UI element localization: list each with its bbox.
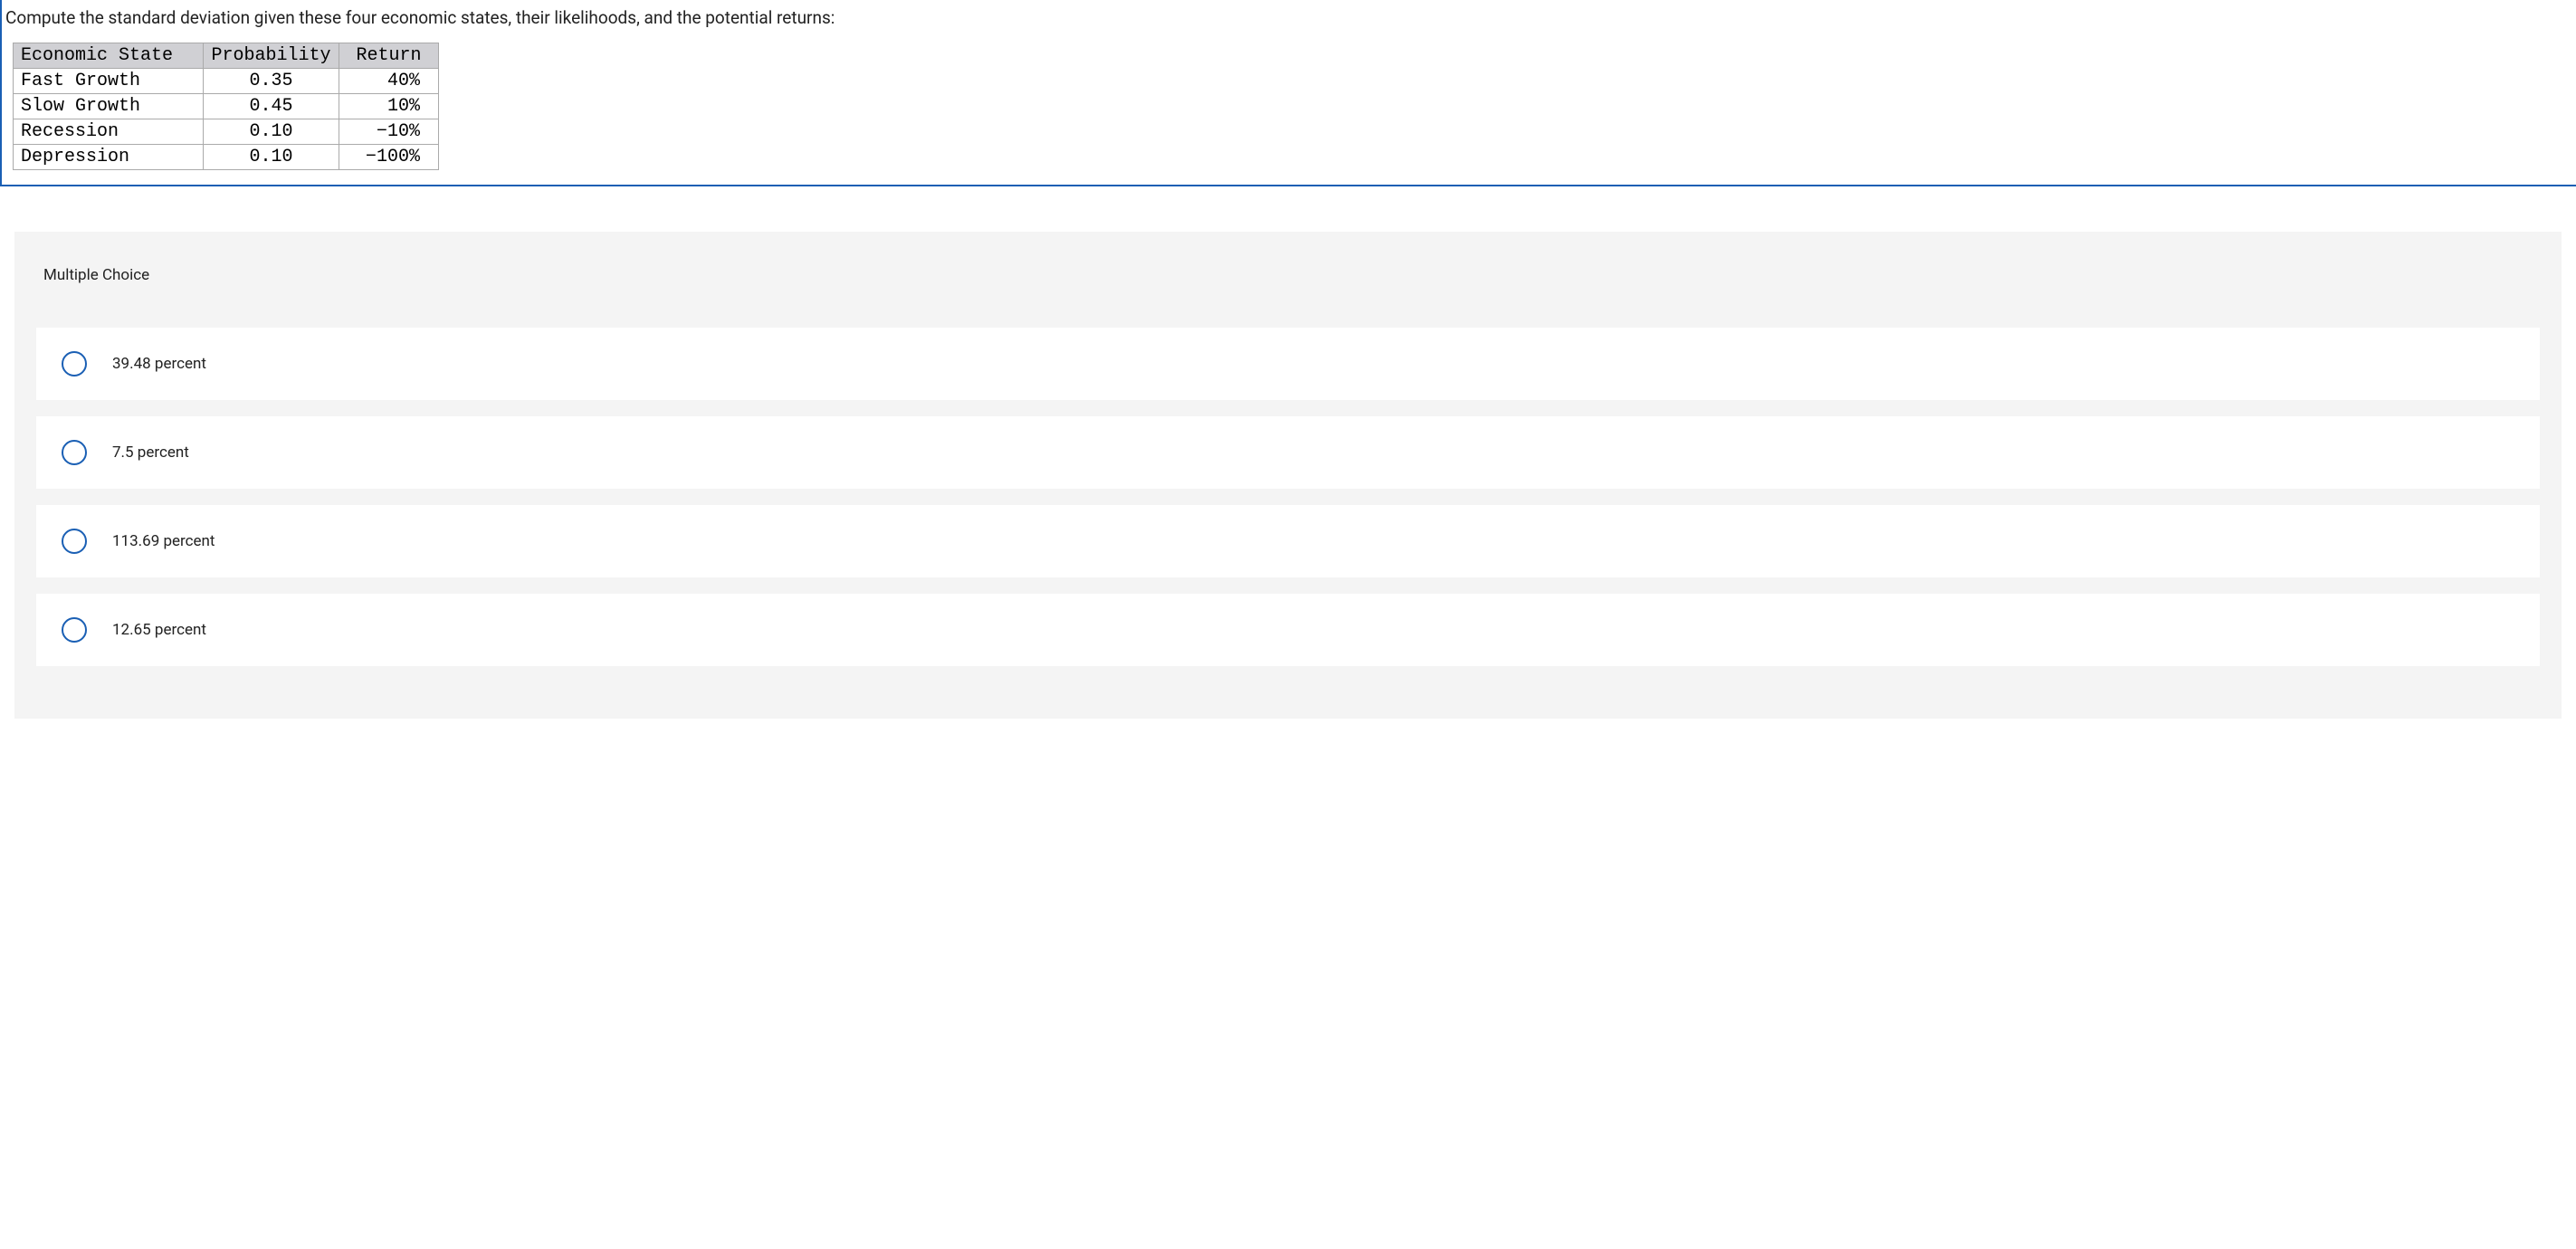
cell-return: −100% — [339, 145, 439, 170]
header-return: Return — [339, 43, 439, 69]
cell-probability: 0.45 — [204, 94, 339, 119]
data-table: Economic State Probability Return Fast G… — [13, 43, 439, 170]
radio-icon — [62, 617, 87, 643]
radio-icon — [62, 440, 87, 465]
cell-return: −10% — [339, 119, 439, 145]
table-row: Recession 0.10 −10% — [14, 119, 439, 145]
cell-state: Depression — [14, 145, 204, 170]
header-probability: Probability — [204, 43, 339, 69]
choice-text: 39.48 percent — [112, 355, 206, 373]
cell-return: 40% — [339, 69, 439, 94]
choice-option[interactable]: 12.65 percent — [36, 594, 2540, 666]
choice-text: 12.65 percent — [112, 621, 206, 639]
cell-return: 10% — [339, 94, 439, 119]
radio-icon — [62, 529, 87, 554]
header-state: Economic State — [14, 43, 204, 69]
choice-text: 113.69 percent — [112, 532, 215, 550]
question-prompt: Compute the standard deviation given the… — [2, 7, 2576, 43]
table-header-row: Economic State Probability Return — [14, 43, 439, 69]
table-row: Slow Growth 0.45 10% — [14, 94, 439, 119]
choice-option[interactable]: 39.48 percent — [36, 328, 2540, 400]
cell-state: Fast Growth — [14, 69, 204, 94]
radio-icon — [62, 351, 87, 377]
cell-probability: 0.35 — [204, 69, 339, 94]
table-row: Depression 0.10 −100% — [14, 145, 439, 170]
cell-probability: 0.10 — [204, 145, 339, 170]
answers-panel: Multiple Choice 39.48 percent 7.5 percen… — [14, 232, 2562, 719]
table-row: Fast Growth 0.35 40% — [14, 69, 439, 94]
cell-probability: 0.10 — [204, 119, 339, 145]
multiple-choice-label: Multiple Choice — [14, 253, 2562, 311]
choice-option[interactable]: 113.69 percent — [36, 505, 2540, 577]
question-container: Compute the standard deviation given the… — [0, 0, 2576, 186]
cell-state: Slow Growth — [14, 94, 204, 119]
choice-text: 7.5 percent — [112, 443, 189, 462]
choice-option[interactable]: 7.5 percent — [36, 416, 2540, 489]
cell-state: Recession — [14, 119, 204, 145]
